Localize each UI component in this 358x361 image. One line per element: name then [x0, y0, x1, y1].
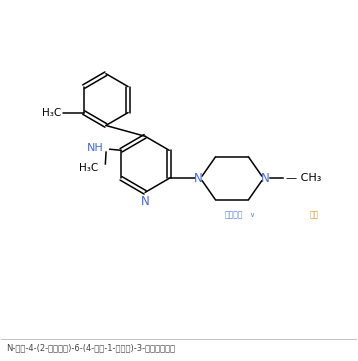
Text: ∨: ∨ [250, 212, 255, 218]
Text: N-甲基-4-(2-甲基苯基)-6-(4-甲基-1-哌嗪基)-3-吡啶胺草酸盐: N-甲基-4-(2-甲基苯基)-6-(4-甲基-1-哌嗪基)-3-吡啶胺草酸盐 [6, 343, 175, 352]
Text: H₃C: H₃C [42, 108, 61, 118]
Text: NH: NH [86, 143, 103, 153]
Text: N: N [261, 172, 270, 185]
Text: 注册资金: 注册资金 [225, 210, 243, 219]
Text: — CH₃: — CH₃ [286, 173, 321, 183]
Text: N: N [141, 195, 150, 208]
Text: 产品: 产品 [310, 210, 319, 219]
Text: N: N [194, 172, 203, 185]
Text: H₃C: H₃C [79, 163, 98, 173]
